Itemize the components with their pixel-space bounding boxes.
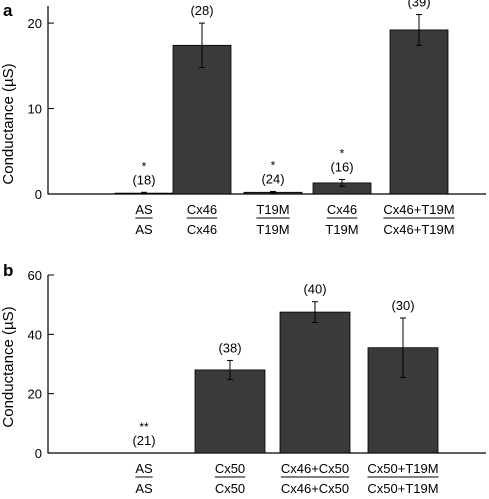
panel-b: b Conductance (µS) 0 20 40 60 (21)** AS AS (38… (0, 261, 486, 496)
panel-a-n-label: (24) (261, 171, 284, 186)
panel-b-labels: (21)** AS AS (38) Cx50 Cx50 (40) Cx46+Cx50 Cx46+… (132, 282, 439, 496)
panel-a-category-top-label: Cx46+T19M (383, 202, 454, 217)
panel-b-category-top-label: Cx50+T19M (367, 461, 438, 476)
panel-b-category-top-label: Cx46+Cx50 (281, 461, 349, 476)
panel-b-n-label: (21) (132, 433, 155, 448)
panel-a-category-bottom-label: T19M (256, 222, 289, 237)
panel-a-labels: (18)*ASAS(28)Cx46Cx46(24)*T19MT19M(16)*C… (132, 0, 455, 237)
panel-a-n-label: (28) (190, 3, 213, 18)
panel-a-label: a (3, 1, 13, 20)
panel-a-category-top-label: AS (135, 202, 153, 217)
panel-b-category-bottom-label: Cx46+Cx50 (281, 481, 349, 496)
panel-b-category-top-label: Cx50 (215, 461, 245, 476)
panel-b-label: b (3, 261, 13, 280)
panel-b-category-top-label: AS (135, 461, 153, 476)
panel-b-y-tick-label: 20 (28, 387, 42, 402)
panel-a-y-tick-label: 0 (35, 187, 42, 202)
panel-a-significance-marker: * (340, 146, 345, 160)
panel-a-category-top-label: Cx46 (327, 202, 357, 217)
panel-a-significance-marker: * (142, 159, 147, 173)
panel-a-bars (114, 14, 449, 195)
panel-b-y-tick-label: 40 (28, 327, 42, 342)
panel-b-category-bottom-label: Cx50 (215, 481, 245, 496)
panel-b-y-tick-label: 0 (35, 446, 42, 461)
panel-a-bar (172, 44, 232, 195)
panel-a-category-bottom-label: Cx46 (187, 222, 217, 237)
panel-b-significance-marker: ** (139, 420, 149, 434)
panel-a-category-top-label: T19M (256, 202, 289, 217)
panel-b-y-axis-label: Conductance (µS) (0, 306, 17, 427)
panel-a-y-tick-label: 20 (28, 16, 42, 31)
panel-a-category-bottom-label: AS (135, 222, 153, 237)
panel-a-n-label: (18) (132, 172, 155, 187)
panel-a-n-label: (39) (407, 0, 430, 10)
panel-b-n-label: (40) (303, 282, 326, 297)
panel-a-y-tick-label: 10 (28, 102, 42, 117)
panel-b-category-bottom-label: AS (135, 481, 153, 496)
panel-a-n-label: (16) (330, 159, 353, 174)
panel-b-bars (194, 301, 439, 454)
panel-a-significance-marker: * (271, 158, 276, 172)
panel-b-category-bottom-label: Cx50+T19M (367, 481, 438, 496)
panel-a-category-top-label: Cx46 (187, 202, 217, 217)
panel-a-y-axis-label: Conductance (µS) (0, 63, 17, 184)
panel-b-bar (279, 311, 351, 454)
panel-b-y-tick-label: 60 (28, 268, 42, 283)
panel-b-bar (194, 369, 266, 454)
panel-b-n-label: (38) (218, 340, 241, 355)
panel-a-category-bottom-label: Cx46+T19M (383, 222, 454, 237)
panel-b-n-label: (30) (391, 298, 414, 313)
panel-a-category-bottom-label: T19M (325, 222, 358, 237)
panel-a-bar (389, 29, 449, 195)
